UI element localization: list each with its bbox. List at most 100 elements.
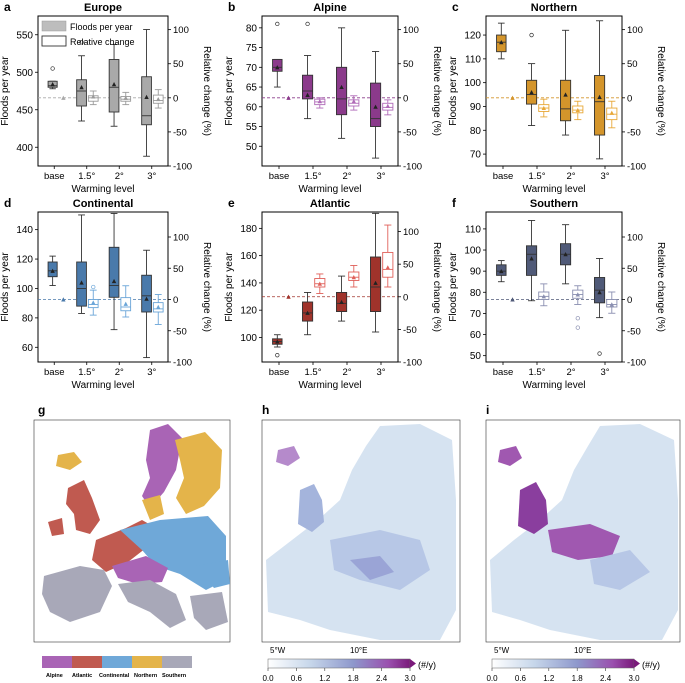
box-body bbox=[594, 75, 606, 136]
y2-tick-label: -100 bbox=[403, 162, 422, 173]
box-body bbox=[560, 79, 572, 122]
legend-northern: Northern bbox=[134, 673, 158, 679]
y-tick-label: 400 bbox=[16, 143, 33, 154]
legend-rel-swatch bbox=[41, 35, 67, 47]
panel-label-g: g bbox=[38, 403, 45, 417]
box-abs-1.5° bbox=[302, 292, 314, 336]
mean-marker bbox=[144, 94, 149, 99]
box-body bbox=[382, 251, 394, 278]
y-tick-label: 550 bbox=[16, 30, 33, 41]
colorbar-tick-label: 1.2 bbox=[543, 674, 555, 683]
x-tick-label: 3° bbox=[376, 171, 385, 182]
mean-marker bbox=[529, 256, 534, 261]
map-panel-i: i 5°W 10°E (#/y) 0.0 0.6 1.2 1.8 2.4 3.0 bbox=[485, 403, 681, 683]
y-tick-label: 160 bbox=[240, 251, 257, 262]
box-base bbox=[272, 21, 283, 88]
map-i-unit: (#/y) bbox=[642, 660, 660, 670]
map-i-lon-west: 5°W bbox=[494, 646, 510, 655]
mean-marker bbox=[317, 281, 322, 286]
chart-northern: c Northern 70 80 90 100 110 120 -100 -50 0 50 100 Flo… bbox=[448, 0, 666, 195]
box-abs-3° bbox=[141, 249, 152, 359]
x-tick-label: 3° bbox=[600, 367, 609, 378]
map-h-lon-west: 5°W bbox=[270, 646, 286, 655]
y2-tick-label: 50 bbox=[403, 260, 414, 271]
colorbar-tick-label: 1.8 bbox=[348, 674, 360, 683]
panel-label: e bbox=[228, 196, 235, 210]
y2-tick-label: 100 bbox=[403, 25, 419, 36]
mean-marker bbox=[156, 304, 161, 309]
x-tick-label: 2° bbox=[566, 171, 575, 182]
x-tick-label: base bbox=[44, 171, 65, 182]
y2-axis-label: Relative change (%) bbox=[431, 242, 442, 332]
box-abs-1.5° bbox=[76, 214, 87, 314]
plot-frame bbox=[485, 211, 623, 363]
y-tick-label: 60 bbox=[470, 330, 482, 341]
x-tick-label: 3° bbox=[600, 171, 609, 182]
x-tick-label: base bbox=[269, 367, 290, 378]
mean-marker bbox=[385, 103, 390, 108]
box-body bbox=[526, 245, 538, 276]
y-axis-label: Floods per year bbox=[224, 252, 235, 322]
outlier bbox=[275, 353, 280, 358]
mean-marker bbox=[305, 92, 310, 97]
mean-marker bbox=[79, 85, 84, 90]
colorbar-tick-label: 3.0 bbox=[628, 674, 640, 683]
colorbar-tick-label: 2.4 bbox=[376, 674, 388, 683]
x-tick-label: 3° bbox=[376, 367, 385, 378]
colorbar-tick-label: 1.2 bbox=[319, 674, 331, 683]
box-rel-3° bbox=[606, 100, 618, 129]
y-tick-label: 65 bbox=[246, 83, 258, 94]
y-tick-label: 80 bbox=[470, 126, 482, 137]
box-body bbox=[336, 66, 348, 116]
y2-tick-label: -50 bbox=[627, 127, 641, 138]
box-rel-2° bbox=[120, 285, 132, 318]
panel-label: b bbox=[228, 0, 235, 14]
plot-frame bbox=[485, 15, 623, 167]
mean-marker bbox=[373, 104, 378, 109]
legend: Floods per year Relative change bbox=[41, 20, 135, 47]
y2-tick-label: 100 bbox=[173, 25, 189, 36]
y2-tick-label: 100 bbox=[627, 25, 643, 36]
y2-axis-label: Relative change (%) bbox=[431, 46, 442, 136]
map-h-lon-east: 10°E bbox=[350, 646, 367, 655]
box-rel-3° bbox=[152, 89, 164, 109]
mean-marker bbox=[111, 82, 117, 87]
box-abs-2° bbox=[336, 27, 348, 139]
mean-marker bbox=[339, 84, 344, 90]
legend-alpine: Alpine bbox=[46, 673, 63, 679]
y-tick-label: 80 bbox=[246, 23, 258, 34]
box-base bbox=[496, 22, 507, 60]
box-rel-3° bbox=[382, 99, 394, 116]
y2-tick-label: 50 bbox=[403, 59, 414, 70]
y-tick-label: 140 bbox=[240, 278, 257, 289]
box-rel-2° bbox=[348, 265, 360, 288]
y2-tick-label: -50 bbox=[403, 325, 417, 336]
map-panel-h: h 5°W 10°E (#/y) 0.0 0.6 1.2 1.8 2.4 3.0 bbox=[261, 403, 461, 683]
y-tick-label: 180 bbox=[240, 224, 257, 235]
outlier bbox=[50, 66, 55, 71]
box-rel-1.5° bbox=[538, 283, 550, 307]
panel-label: d bbox=[4, 196, 11, 210]
chart-title: Continental bbox=[73, 198, 134, 210]
y2-tick-label: 0 bbox=[403, 292, 408, 303]
x-axis-label: Warming level bbox=[72, 380, 135, 391]
y2-tick-label: -100 bbox=[627, 162, 646, 173]
box-rel-3° bbox=[606, 291, 618, 314]
y2-tick-label: -50 bbox=[173, 127, 187, 138]
y-tick-label: 60 bbox=[22, 343, 34, 354]
x-tick-label: 2° bbox=[115, 367, 124, 378]
x-tick-label: 3° bbox=[147, 367, 156, 378]
box-abs-1.5° bbox=[302, 21, 314, 120]
x-tick-label: base bbox=[269, 171, 290, 182]
y2-tick-label: -50 bbox=[173, 326, 187, 337]
box-rel-3° bbox=[382, 224, 394, 288]
box-abs-3° bbox=[370, 51, 382, 159]
x-tick-label: base bbox=[493, 171, 514, 182]
x-tick-label: 1.5° bbox=[528, 367, 545, 378]
y2-tick-label: 100 bbox=[627, 233, 643, 244]
x-axis-label: Warming level bbox=[299, 380, 362, 391]
mean-marker bbox=[317, 99, 322, 104]
legend-abs-swatch bbox=[41, 20, 67, 32]
y2-tick-label: 50 bbox=[173, 59, 184, 70]
